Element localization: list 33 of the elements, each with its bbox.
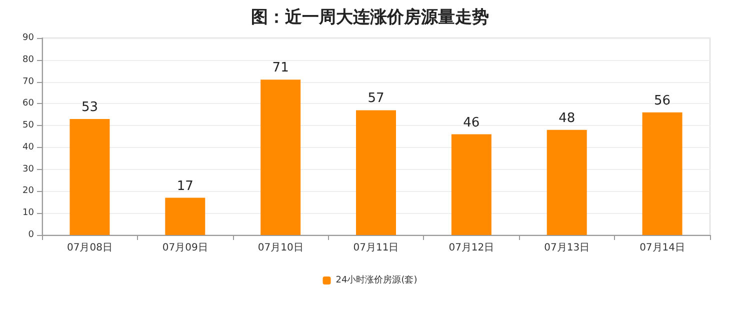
bar: [451, 134, 492, 235]
x-tick-label: 07月10日: [258, 242, 304, 254]
y-tick-label: 30: [22, 164, 34, 174]
y-tick-label: 20: [22, 186, 34, 196]
x-tick-label: 07月12日: [448, 242, 494, 254]
y-tick-label: 10: [22, 208, 34, 218]
bar: [546, 130, 587, 235]
x-tick-label: 07月13日: [544, 242, 590, 254]
y-tick-label: 0: [28, 230, 34, 240]
x-tick-label: 07月11日: [353, 242, 399, 254]
y-tick-label: 50: [22, 120, 34, 131]
data-label: 71: [272, 60, 289, 76]
bar: [260, 80, 301, 235]
y-tick-label: 70: [22, 76, 34, 87]
x-tick-label: 07月08日: [66, 242, 112, 254]
data-label: 46: [463, 115, 480, 130]
chart-title: 图：近一周大连涨价房源量走势: [251, 8, 489, 28]
bar: [165, 198, 206, 235]
data-label: 57: [368, 91, 384, 106]
data-label: 53: [81, 100, 98, 115]
x-tick-label: 07月09日: [162, 242, 208, 254]
bar: [642, 112, 682, 235]
y-tick-label: 80: [22, 54, 34, 65]
bar: [356, 110, 396, 235]
data-label: 56: [654, 93, 671, 108]
bar: [70, 118, 110, 235]
y-tick-label: 90: [22, 33, 34, 43]
legend-label: 24小时涨价房源(套): [336, 274, 418, 286]
data-label: 48: [558, 110, 576, 126]
data-label: 17: [176, 178, 194, 194]
y-tick-label: 60: [22, 98, 34, 109]
x-tick-label: 07月14日: [640, 242, 686, 254]
y-tick-label: 40: [22, 142, 34, 152]
